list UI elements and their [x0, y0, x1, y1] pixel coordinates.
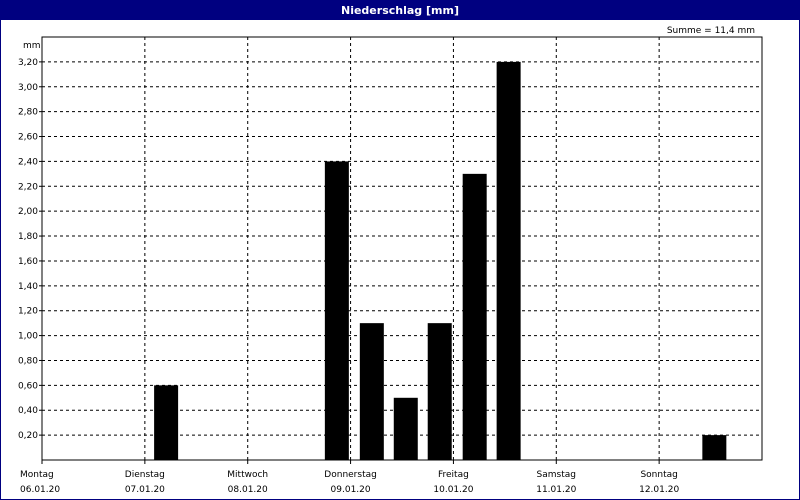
y-tick-label: 3,00: [18, 83, 38, 93]
precipitation-bar: [324, 161, 349, 461]
plot-frame: [41, 36, 763, 461]
x-day-label: Samstag: [537, 470, 576, 480]
precipitation-bar: [154, 385, 179, 460]
x-day-label: Dienstag: [125, 470, 165, 480]
y-tick-label: 1,80: [18, 232, 38, 242]
precipitation-bar: [462, 173, 487, 460]
y-tick-label: 2,80: [18, 108, 38, 118]
window-title: Niederschlag [mm]: [1, 1, 799, 20]
y-tick-label: 0,20: [18, 431, 38, 441]
y-tick-label: 0,80: [18, 356, 38, 366]
x-day-label: Sonntag: [640, 470, 677, 480]
x-date-label: 10.01.20: [433, 485, 473, 495]
y-axis-unit-label: mm: [23, 41, 41, 51]
precipitation-bar: [393, 397, 418, 460]
x-date-label: 11.01.20: [536, 485, 576, 495]
precipitation-bar: [359, 323, 384, 460]
y-tick-label: 0,60: [18, 381, 38, 391]
y-tick-label: 2,00: [18, 207, 38, 217]
y-tick-label: 1,00: [18, 332, 38, 342]
precipitation-bar: [702, 435, 727, 460]
precipitation-bar: [496, 61, 521, 460]
x-day-label: Montag: [20, 470, 54, 480]
precipitation-bar: [427, 323, 452, 460]
x-date-label: 08.01.20: [228, 485, 268, 495]
x-date-label: 07.01.20: [125, 485, 165, 495]
y-tick-label: 2,60: [18, 133, 38, 143]
y-tick-label: 2,40: [18, 157, 38, 167]
x-day-label: Mittwoch: [227, 470, 268, 480]
y-tick-label: 1,60: [18, 257, 38, 267]
x-day-label: Freitag: [438, 470, 469, 480]
y-tick-label: 3,20: [18, 58, 38, 68]
x-date-label: 06.01.20: [20, 485, 60, 495]
y-tick-label: 2,20: [18, 182, 38, 192]
y-tick-label: 1,20: [18, 307, 38, 317]
x-date-label: 09.01.20: [331, 485, 371, 495]
y-tick-label: 0,40: [18, 406, 38, 416]
sum-label: Summe = 11,4 mm: [666, 26, 755, 36]
x-day-label: Donnerstag: [324, 470, 377, 480]
x-date-label: 12.01.20: [639, 485, 679, 495]
y-tick-label: 1,40: [18, 282, 38, 292]
